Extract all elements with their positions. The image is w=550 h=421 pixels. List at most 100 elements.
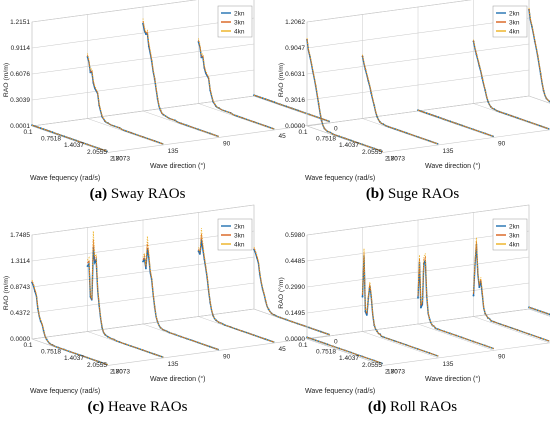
series-line-2kn-dir-45 [472,244,550,342]
z-tick-label: 0.3039 [10,97,30,104]
x-tick-label: 2.0555 [362,149,382,156]
x-tick-label: 2.7073 [110,155,130,162]
series-line-3kn-dir-0 [528,306,550,316]
y-tick-label: 180 [112,155,123,162]
y-tick-label: 90 [498,140,506,147]
floor-line [306,125,384,153]
data-point [89,71,92,74]
x-tick-label: 2.0555 [87,149,107,156]
y-tick-label: 0 [334,338,338,345]
legend-label-2kn: 2kn [234,11,245,18]
z-tick-label: 0.0000 [285,336,305,343]
series-line-4kn-dir-45 [473,39,550,130]
z-tick-label: 0.2990 [285,284,305,291]
floor-line [528,308,550,317]
series-line-4kn-dir-45 [198,228,275,343]
floor-line [253,95,331,123]
z-tick-label: 0.8743 [10,284,30,291]
floor-line [362,331,439,359]
y-axis-label: Wave direction (°) [150,162,205,170]
z-tick-label: 1.2062 [285,19,305,26]
x-tick-label: 0.1 [298,342,307,349]
data-point [472,294,475,297]
series-line-4kn-dir-180 [306,336,383,365]
data-point [142,260,144,263]
series-line-4kn-dir-180 [31,124,108,152]
data-point [145,33,147,35]
data-point [200,56,203,59]
legend: 2kn 3kn 4kn [492,5,528,38]
y-axis-label: Wave direction (°) [425,162,480,170]
data-point [86,265,89,267]
floor-line [473,316,550,344]
y-tick-label: 90 [223,353,231,360]
series-line-4kn-dir-0 [253,246,330,336]
x-tick-label: 0.7518 [316,136,336,143]
series-line-4kn-dir-135 [87,53,164,145]
caption-text: Suge RAOs [384,186,460,202]
y-tick-label: 135 [443,361,454,368]
y-tick-label: 45 [279,133,287,140]
x-tick-label: 0.7518 [316,349,336,356]
series-line-4kn-dir-0 [253,94,330,122]
z-tick-label: 1.7485 [10,232,30,239]
x-tick-label: 1.4037 [64,355,84,362]
y-tick-label: 135 [168,148,179,155]
z-tick-label: 0.9047 [285,45,305,52]
y-tick-label: 180 [387,368,398,375]
legend: 2kn 3kn 4kn [217,5,253,38]
legend-label-4kn: 4kn [234,29,245,36]
y-tick-label: 135 [168,361,179,368]
legend-label-4kn: 4kn [509,242,520,249]
x-axis-label: Wave fequency (rad/s) [305,175,375,182]
y-tick-label: 90 [498,353,506,360]
series-line-4kn-dir-135 [362,54,439,145]
floor-line [473,103,550,131]
y-tick-label: 0 [334,125,338,132]
series-line-4kn-dir-90 [417,253,494,350]
series-line-4kn-dir-90 [142,236,219,351]
legend-label-4kn: 4kn [234,242,245,249]
x-tick-label: 1.4037 [339,142,359,149]
legend: 2kn 3kn 4kn [217,218,253,251]
data-point [417,297,419,299]
series-line-4kn-dir-0 [528,306,550,316]
caption-letter: (d) [367,399,387,415]
series-line-4kn-dir-0 [528,8,550,103]
z-tick-label: 0.9114 [11,45,31,52]
chart-panel-2: 1.2062 0.9047 0.6031 0.3016 0.0000 RAO (m/m) 0… [278,0,550,182]
floor-line [142,110,220,138]
legend-label-2kn: 2kn [509,11,520,18]
floor-line [306,338,384,366]
x-tick-label: 0.7518 [41,136,61,143]
y-axis-label: Wave direction (°) [150,375,205,383]
chart-panel-4: 0.5980 0.4485 0.2990 0.1495 0.0000 RAO (°/m) 0… [277,204,550,395]
x-tick-label: 1.4037 [64,142,84,149]
z-axis-label: RAO (m/m) [3,63,10,97]
y-tick-label: 180 [112,368,123,375]
series-line-4kn-dir-135 [362,248,439,357]
caption-text: Sway RAOs [107,186,186,202]
data-point [142,22,144,25]
legend-label-4kn: 4kn [509,29,520,36]
floor-line [362,118,439,146]
caption-letter: (a) [89,186,108,202]
legend-label-2kn: 2kn [509,224,520,231]
caption-text: Heave RAOs [104,399,188,415]
floor-line [87,118,164,146]
z-tick-label: 0.1495 [285,310,305,317]
z-tick-label: 0.4485 [285,258,305,265]
x-axis-label: Wave fequency (rad/s) [30,388,100,395]
chart-panel-3: 1.7485 1.3114 0.8743 0.4372 0.0000 RAO (m/m) 0… [3,204,338,395]
caption-sway: (a) Sway RAOs [0,186,275,203]
series-line-4kn-dir-180 [31,279,108,366]
x-tick-label: 2.7073 [110,368,130,375]
series-line-3kn-dir-135 [87,239,164,358]
z-axis-label: RAO (m/m) [278,63,285,97]
data-point [361,295,364,298]
series-line-4kn-dir-135 [87,231,164,358]
floor-line [528,95,550,104]
series-line-4kn-dir-180 [306,38,383,152]
x-tick-label: 2.0555 [362,362,382,369]
